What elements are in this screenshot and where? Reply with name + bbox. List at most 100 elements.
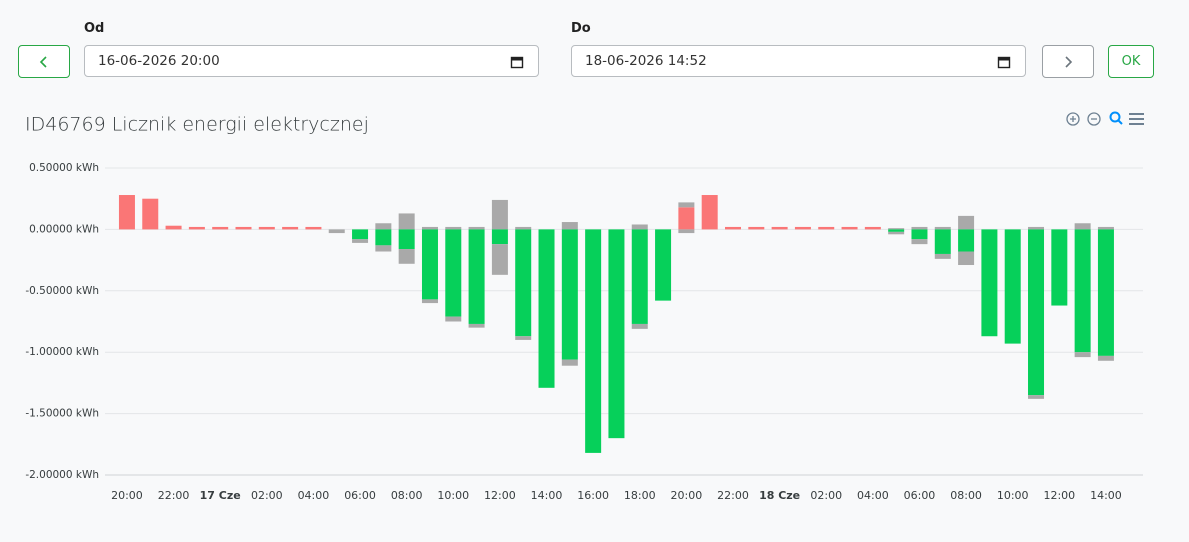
bar (1097, 226, 1114, 230)
bar (608, 229, 625, 439)
x-tick-label: 08:00 (391, 489, 423, 502)
x-tick-label: 02:00 (810, 489, 842, 502)
next-icon (1065, 55, 1073, 68)
bar (1074, 223, 1091, 230)
x-tick-label: 20:00 (671, 489, 703, 502)
prev-icon (39, 55, 47, 68)
bar (1028, 229, 1045, 396)
x-tick-label: 10:00 (997, 489, 1029, 502)
bar (515, 336, 532, 340)
bar (958, 251, 975, 266)
bar (258, 226, 275, 230)
bar (631, 224, 648, 230)
bar (934, 226, 951, 230)
y-tick-label: -0.50000 kWh (25, 285, 99, 297)
chart-title: ID46769 Licznik energii elektrycznej (25, 114, 369, 136)
bar (352, 229, 369, 240)
y-tick-label: 0.50000 kWh (29, 162, 99, 174)
bar (724, 226, 741, 230)
x-tick-label: 06:00 (344, 489, 376, 502)
bar (771, 226, 788, 230)
toolbar (1066, 111, 1144, 126)
bar (911, 226, 928, 230)
bar (375, 245, 392, 252)
x-tick-label: 04:00 (298, 489, 330, 502)
bar (1097, 355, 1114, 361)
bar (934, 229, 951, 254)
x-tick-label: 12:00 (484, 489, 516, 502)
x-tick-label: 17 Cze (200, 489, 241, 502)
x-tick-label: 18:00 (624, 489, 656, 502)
bar (165, 225, 182, 230)
bar (841, 226, 858, 230)
menu-button[interactable] (1129, 113, 1144, 125)
bar (515, 226, 532, 230)
bar (421, 299, 438, 304)
x-tick-label: 14:00 (1090, 489, 1122, 502)
bar (212, 226, 229, 230)
x-tick-label: 10:00 (437, 489, 469, 502)
to-label: Do (571, 21, 591, 36)
bar (958, 215, 975, 230)
from-label: Od (84, 21, 105, 36)
bar (445, 229, 462, 317)
bar (958, 229, 975, 252)
x-tick-label: 22:00 (158, 489, 190, 502)
bar (468, 226, 485, 230)
x-tick-label: 20:00 (111, 489, 143, 502)
bar (561, 229, 578, 360)
bar (561, 359, 578, 366)
bar (888, 229, 905, 232)
to-input[interactable]: 18-06-2026 14:52 (571, 45, 1026, 77)
calendar-icon (997, 56, 1011, 69)
bar (491, 244, 508, 275)
from-value: 16-06-2026 20:00 (98, 53, 220, 69)
bar (888, 231, 905, 235)
bar (235, 226, 252, 230)
zoom-in-button[interactable] (1066, 112, 1080, 126)
bar (398, 229, 415, 250)
bar (352, 239, 369, 243)
bar (794, 226, 811, 230)
x-tick-label: 06:00 (904, 489, 936, 502)
bar (981, 229, 998, 337)
y-tick-label: -2.00000 kWh (25, 469, 99, 481)
bar (1074, 352, 1091, 358)
x-tick-label: 14:00 (531, 489, 563, 502)
bar (421, 226, 438, 230)
bar (631, 229, 648, 324)
bar (1004, 229, 1021, 344)
bar (748, 226, 765, 230)
bar (188, 226, 205, 230)
x-tick-label: 12:00 (1043, 489, 1075, 502)
bar (631, 323, 648, 329)
bar (142, 198, 159, 230)
bar (375, 229, 392, 246)
zoom-button[interactable] (1109, 111, 1123, 125)
bar (701, 195, 718, 230)
calendar-icon (510, 56, 524, 69)
next-button[interactable] (1042, 45, 1094, 78)
bar (585, 229, 602, 453)
bar (911, 239, 928, 245)
y-tick-label: 0.00000 kWh (29, 223, 99, 235)
y-tick-label: -1.00000 kWh (25, 346, 99, 358)
from-input[interactable]: 16-06-2026 20:00 (84, 45, 539, 77)
bar (1051, 229, 1068, 306)
ok-button[interactable]: OK (1108, 45, 1154, 78)
bar (888, 228, 905, 230)
bar (1074, 229, 1091, 353)
bar (561, 222, 578, 230)
bar (398, 213, 415, 230)
bar (1097, 229, 1114, 356)
bar (491, 199, 508, 230)
bar (515, 229, 532, 337)
bar (398, 249, 415, 264)
bar (468, 323, 485, 328)
zoom-out-button[interactable] (1087, 112, 1101, 126)
bar (1028, 226, 1045, 230)
prev-button[interactable] (18, 45, 70, 78)
bar (421, 229, 438, 300)
bar (678, 202, 695, 208)
